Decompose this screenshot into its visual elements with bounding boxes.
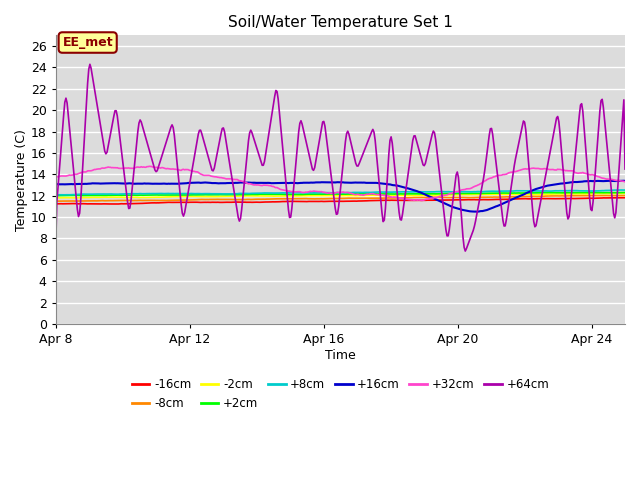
X-axis label: Time: Time: [325, 348, 356, 362]
Y-axis label: Temperature (C): Temperature (C): [15, 129, 28, 230]
Text: EE_met: EE_met: [62, 36, 113, 49]
Legend: -16cm, -8cm, -2cm, +2cm, +8cm, +16cm, +32cm, +64cm: -16cm, -8cm, -2cm, +2cm, +8cm, +16cm, +3…: [127, 373, 554, 414]
Title: Soil/Water Temperature Set 1: Soil/Water Temperature Set 1: [228, 15, 452, 30]
